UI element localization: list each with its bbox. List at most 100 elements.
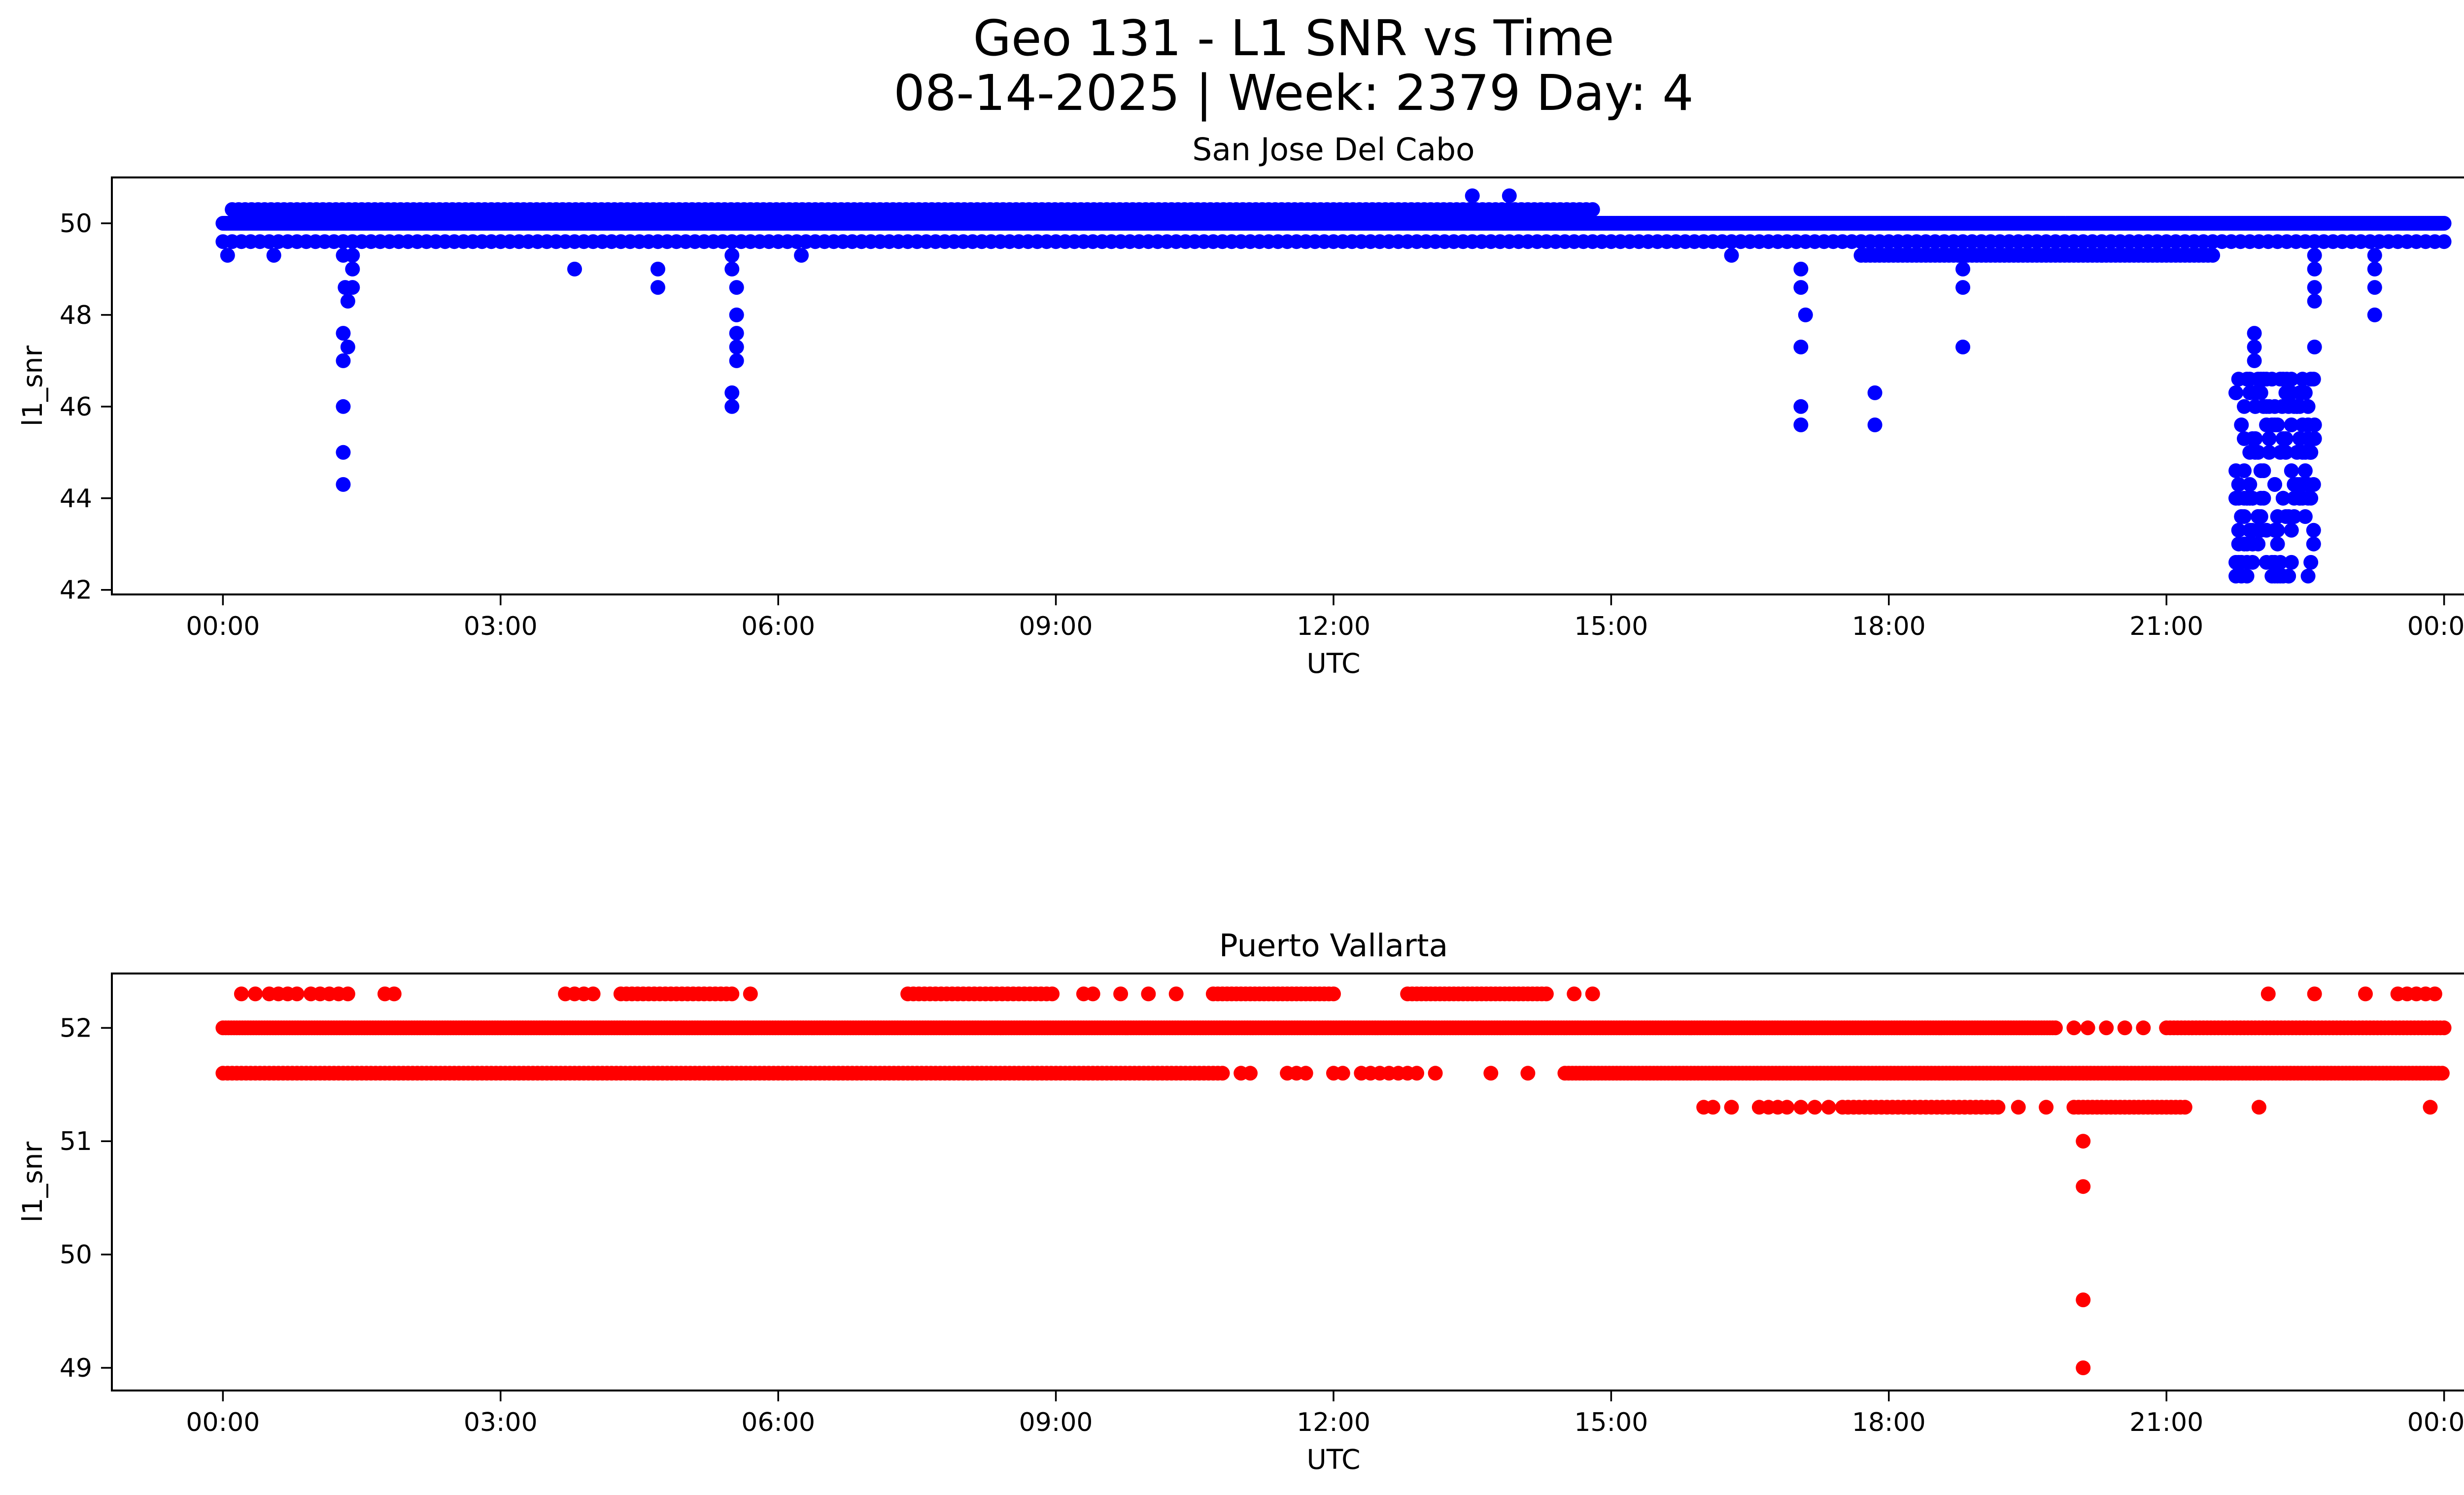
data-point xyxy=(1793,280,1809,295)
data-point xyxy=(2278,431,2293,446)
data-point xyxy=(2251,536,2266,552)
y-tick-label: 50 xyxy=(60,209,92,239)
data-point xyxy=(729,340,744,354)
data-point xyxy=(729,280,744,295)
data-point xyxy=(2275,399,2290,414)
data-point xyxy=(1141,986,1156,1002)
x-tick-label: 00:00 xyxy=(2407,612,2464,641)
data-point xyxy=(1585,202,1600,217)
chart-san-jose-del-cabo: San Jose Del Cabo 00:00 03:00 06:00 09:00 12… xyxy=(17,132,2464,679)
data-point xyxy=(2300,568,2316,584)
y-tick-label: 49 xyxy=(60,1354,92,1383)
data-point xyxy=(345,248,360,263)
data-point xyxy=(2436,1020,2452,1036)
data-point xyxy=(2076,1360,2091,1375)
data-point xyxy=(1539,986,1554,1002)
x-tick-label: 18:00 xyxy=(1852,612,1926,641)
data-point xyxy=(1215,1066,1230,1081)
data-point xyxy=(2039,1100,2054,1115)
data-point xyxy=(2307,431,2322,446)
data-point xyxy=(1955,261,1971,277)
data-point xyxy=(743,986,758,1002)
data-point xyxy=(2245,555,2260,570)
data-point xyxy=(1585,986,1600,1002)
data-point xyxy=(1483,1066,1499,1081)
data-point xyxy=(2237,399,2252,414)
data-point xyxy=(2307,294,2322,309)
data-point xyxy=(1168,986,1184,1002)
data-point xyxy=(2307,340,2322,354)
data-point xyxy=(724,986,740,1002)
data-point xyxy=(2242,477,2258,492)
data-point xyxy=(729,307,744,322)
data-point xyxy=(724,248,740,263)
chart-title: San Jose Del Cabo xyxy=(1192,132,1474,168)
y-tick-label: 51 xyxy=(60,1127,92,1156)
data-point xyxy=(2260,986,2276,1002)
data-point xyxy=(1990,1100,2006,1115)
data-point xyxy=(2076,1134,2091,1149)
data-point xyxy=(2307,234,2322,249)
data-point xyxy=(729,326,744,341)
y-tick-label: 50 xyxy=(60,1240,92,1270)
data-point xyxy=(2436,216,2452,231)
data-point xyxy=(2136,1020,2151,1036)
x-tick-label: 00:00 xyxy=(186,612,260,641)
data-point xyxy=(1793,340,1809,354)
data-point xyxy=(1045,986,1060,1002)
scatter-points xyxy=(215,986,2452,1375)
x-tick-label: 09:00 xyxy=(1019,1408,1093,1437)
data-point xyxy=(2423,1100,2438,1115)
data-point xyxy=(2237,509,2252,524)
data-point xyxy=(585,986,601,1002)
data-point xyxy=(1326,986,1341,1002)
data-point xyxy=(2094,248,2109,263)
data-point xyxy=(2228,385,2244,400)
data-point xyxy=(386,986,402,1002)
data-point xyxy=(2434,1066,2450,1081)
figure-title-line1: Geo 131 - L1 SNR vs Time xyxy=(973,9,1614,67)
data-point xyxy=(248,986,263,1002)
data-point xyxy=(336,326,351,341)
data-point xyxy=(1793,417,1809,432)
chart-puerto-vallarta: Puerto Vallarta 00:00 03:00 06:00 09:00 12:0… xyxy=(17,928,2464,1475)
data-point xyxy=(2237,463,2252,478)
data-point xyxy=(2080,1020,2095,1036)
data-point xyxy=(650,261,665,277)
y-axis-label: l1_snr xyxy=(17,1142,48,1222)
data-point xyxy=(2278,445,2293,460)
data-point xyxy=(2248,431,2263,446)
data-point xyxy=(1567,986,1582,1002)
data-point xyxy=(2270,536,2285,552)
data-point xyxy=(1706,1100,1720,1115)
data-point xyxy=(2306,477,2321,492)
data-point xyxy=(2307,280,2322,295)
data-point xyxy=(1243,1066,1258,1081)
data-point xyxy=(1793,261,1809,277)
y-tick-label: 48 xyxy=(60,301,92,330)
data-point xyxy=(2436,234,2452,249)
chart-title: Puerto Vallarta xyxy=(1219,928,1448,964)
data-point xyxy=(2284,385,2299,400)
y-axis-ticks: 42 44 46 48 50 xyxy=(60,209,112,605)
data-point xyxy=(336,353,351,368)
data-point xyxy=(2261,445,2277,460)
data-point xyxy=(2307,261,2322,277)
data-point xyxy=(729,353,744,368)
x-tick-label: 00:00 xyxy=(186,1408,260,1437)
data-point xyxy=(2284,463,2299,478)
data-point xyxy=(345,261,360,277)
y-tick-label: 44 xyxy=(60,484,92,514)
x-tick-label: 03:00 xyxy=(464,1408,538,1437)
x-tick-label: 18:00 xyxy=(1852,1408,1926,1437)
data-point xyxy=(1798,307,1813,322)
data-point xyxy=(2303,490,2319,506)
data-point xyxy=(2231,477,2246,492)
data-point xyxy=(1409,1066,1424,1081)
data-point xyxy=(336,477,351,492)
x-tick-label: 03:00 xyxy=(464,612,538,641)
data-point xyxy=(2076,1179,2091,1194)
data-point xyxy=(2076,1292,2091,1308)
data-point xyxy=(1428,1066,1443,1081)
